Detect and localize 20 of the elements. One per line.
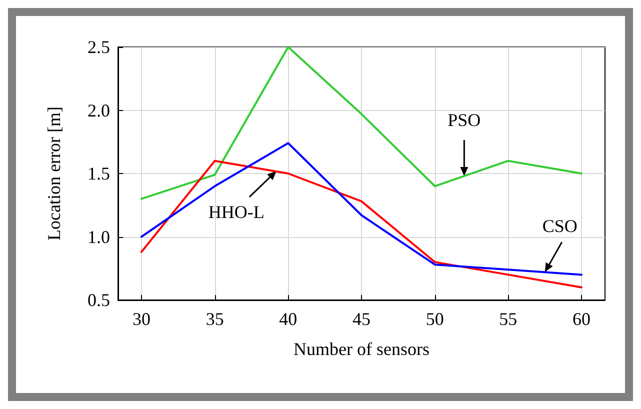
line-series [140, 160, 583, 288]
line-series [140, 46, 583, 200]
x-axis-title: Number of sensors [294, 339, 430, 359]
y-tick-label: 1.5 [88, 164, 110, 184]
y-axis-title: Location error [m] [44, 106, 64, 240]
y-tick-label: 2.5 [88, 37, 110, 57]
x-tick-label: 35 [206, 309, 224, 329]
x-tick-label: 40 [279, 309, 298, 329]
x-tick-label: 50 [426, 309, 444, 329]
y-tick-label: 1.0 [88, 226, 110, 247]
x-tick-label: 55 [499, 309, 518, 329]
x-tick-label: 30 [132, 309, 150, 329]
line-series [140, 142, 583, 276]
y-tick-label: 2.0 [88, 100, 110, 120]
annotation: PSO [448, 110, 481, 130]
annotation: HHO-L [208, 202, 264, 222]
x-tick-label: 60 [572, 309, 591, 329]
y-tick-label: 0.5 [88, 290, 110, 310]
x-tick-label: 45 [352, 309, 370, 329]
annotation: CSO [542, 216, 578, 236]
